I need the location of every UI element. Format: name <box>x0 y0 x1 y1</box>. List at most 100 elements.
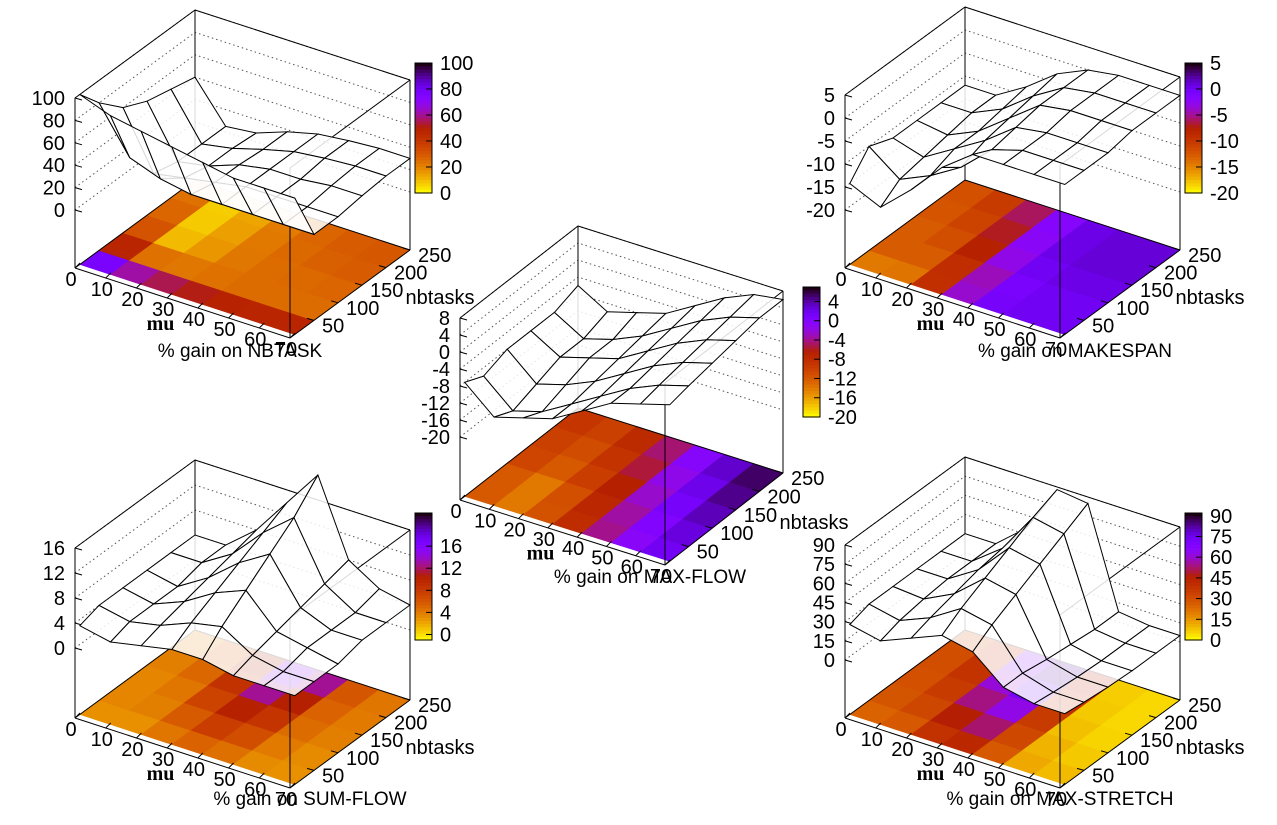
colorbar-slice <box>1185 98 1202 103</box>
colorbar-slice <box>415 76 432 80</box>
colorbar-slice <box>415 551 432 555</box>
colorbar-slice <box>1185 150 1202 155</box>
colorbar-slice <box>415 547 432 552</box>
x-tick <box>136 732 142 739</box>
colorbar-tick-label: 90 <box>1210 506 1232 528</box>
colorbar-slice <box>415 544 432 549</box>
colorbar-slice <box>803 368 820 373</box>
colorbar-slice <box>415 620 432 625</box>
y-tick-label: 50 <box>322 765 344 787</box>
box-edge <box>964 6 1181 78</box>
y-axis-label: nbtasks <box>780 512 849 534</box>
box-edge <box>964 456 1181 528</box>
x-tick <box>998 312 1004 319</box>
colorbar-tick-label: 0 <box>1210 630 1221 652</box>
z-tick-label: 0 <box>54 638 65 660</box>
colorbar-slice <box>1185 170 1202 175</box>
box-edge <box>74 267 291 339</box>
colorbar-slice <box>1185 557 1202 562</box>
colorbar-slice <box>1185 186 1202 191</box>
y-tick-label: 250 <box>1188 695 1221 717</box>
colorbar-slice <box>1185 513 1202 517</box>
colorbar-slice <box>415 72 432 77</box>
x-tick <box>488 503 495 510</box>
colorbar-slice <box>1185 141 1202 145</box>
z-tick <box>74 209 83 213</box>
box-edge <box>844 629 966 719</box>
z-tick-label: 20 <box>43 178 65 200</box>
colorbar-tick-label: -8 <box>828 349 846 371</box>
x-tick-label: 40 <box>183 309 205 331</box>
box-edge <box>459 499 666 566</box>
colorbar-slice <box>1185 532 1202 536</box>
colorbar-slice <box>1185 570 1202 574</box>
z-tick <box>459 351 468 355</box>
colorbar-slice <box>803 352 820 356</box>
colorbar-slice <box>1185 92 1202 97</box>
colorbar-slice <box>1185 128 1202 132</box>
colorbar-tick-label: -10 <box>1210 131 1239 153</box>
colorbar-slice <box>1185 525 1202 530</box>
colorbar-tick-label: 4 <box>440 602 451 624</box>
colorbar-slice <box>415 528 432 533</box>
colorbar-slice <box>1185 576 1202 581</box>
z-tick <box>74 164 83 168</box>
x-tick-label: 0 <box>835 269 846 291</box>
colorbar-slice <box>415 183 432 188</box>
y-tick <box>1172 697 1181 701</box>
chart-title: % gain on SUM-FLOW <box>213 789 406 810</box>
x-tick <box>166 742 173 749</box>
colorbar-tick-label: 8 <box>440 580 451 602</box>
colorbar-tick-label: 5 <box>1210 53 1221 75</box>
z-tick <box>459 385 468 389</box>
box-edge <box>844 6 966 96</box>
y-tick-label: 200 <box>767 486 800 508</box>
box-edge <box>1059 249 1181 339</box>
z-tick <box>844 582 853 586</box>
y-tick <box>330 750 339 754</box>
surface-cell <box>1032 691 1086 715</box>
colorbar-slice <box>415 121 432 126</box>
colorbar-slice <box>1185 627 1202 632</box>
box-edge <box>194 9 411 81</box>
colorbar-slice <box>415 636 432 641</box>
colorbar-slice <box>803 358 820 363</box>
box-edge <box>74 459 196 549</box>
x-tick <box>1028 322 1035 329</box>
x-tick <box>906 732 912 739</box>
colorbar-slice <box>415 595 432 600</box>
colorbar-slice <box>415 608 432 613</box>
z-tick <box>844 186 853 190</box>
colorbar-slice <box>1185 522 1202 527</box>
colorbar-slice <box>1185 102 1202 106</box>
z-tick <box>844 94 853 98</box>
y-tick-label: 150 <box>1140 280 1173 302</box>
y-tick-label: 50 <box>1092 315 1114 337</box>
colorbar-slice <box>415 89 432 93</box>
colorbar-slice <box>415 180 432 184</box>
colorbar-slice <box>803 361 820 366</box>
colorbar-slice <box>1185 547 1202 552</box>
x-tick-label: 60 <box>1014 329 1036 351</box>
y-axis-label: nbtasks <box>1176 287 1245 309</box>
colorbar-slice <box>1185 538 1202 543</box>
box-edge <box>577 225 784 292</box>
colorbar-slice <box>1185 82 1202 87</box>
colorbar-slice <box>415 160 432 165</box>
x-tick-label: 30 <box>533 529 555 551</box>
colorbar-tick-label: -15 <box>1210 157 1239 179</box>
colorbar-tick-label: 60 <box>440 105 462 127</box>
y-tick-label: 200 <box>1164 263 1197 285</box>
colorbar-slice <box>1185 605 1202 609</box>
colorbar-slice <box>803 309 820 314</box>
colorbar-slice <box>415 128 432 132</box>
colorbar-slice <box>803 339 820 343</box>
x-tick-label: 0 <box>450 501 461 523</box>
x-tick-label: 20 <box>891 739 913 761</box>
colorbar-slice <box>803 407 820 412</box>
colorbar-slice <box>415 150 432 155</box>
colorbar-slice <box>1185 147 1202 152</box>
colorbar-slice <box>1185 620 1202 625</box>
box-edge <box>844 267 1061 339</box>
